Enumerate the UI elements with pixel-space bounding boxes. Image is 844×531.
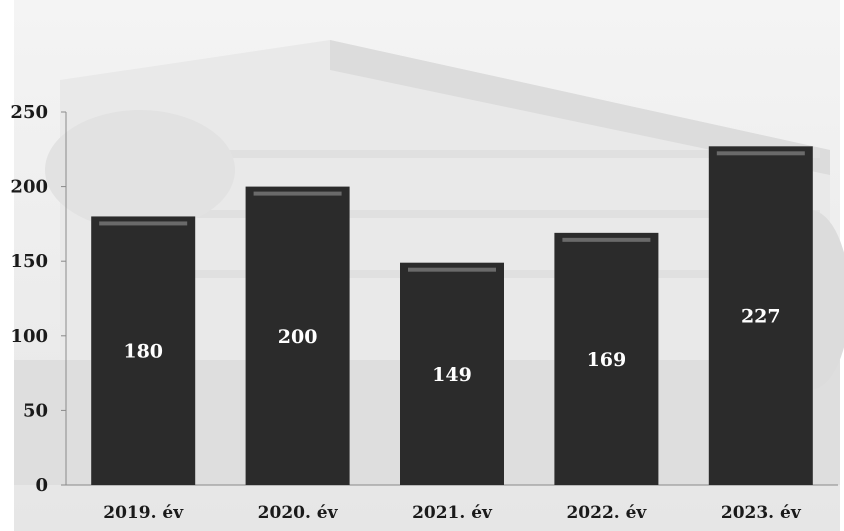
bar-value-label: 200	[278, 326, 318, 348]
bar	[554, 232, 659, 485]
bar-highlight	[716, 151, 805, 156]
category-label: 2019. év	[103, 503, 184, 523]
category-label: 2021. év	[412, 503, 493, 523]
bars: 180 200 149 169 227	[91, 146, 813, 486]
y-tick-label: 150	[10, 251, 48, 272]
bar	[708, 146, 813, 486]
bar-highlight	[562, 237, 651, 242]
y-axis-ticks: 0 50 100 150 200 250	[10, 102, 66, 496]
bar-value-label: 227	[741, 306, 781, 328]
bar-highlight	[99, 221, 188, 226]
category-label: 2020. év	[258, 503, 339, 523]
y-tick-label: 50	[23, 400, 48, 421]
bar-value-label: 149	[432, 364, 472, 386]
bar-highlight	[408, 267, 496, 272]
bar-highlight	[253, 191, 342, 196]
x-axis-labels: 2019. év 2020. év 2021. év 2022. év 2023. év	[103, 503, 802, 523]
y-tick-label: 250	[10, 102, 48, 123]
y-tick-label: 200	[10, 177, 48, 198]
bar	[91, 216, 196, 485]
y-tick-label: 0	[35, 475, 48, 496]
bar-value-label: 180	[123, 341, 163, 363]
y-tick-label: 100	[10, 326, 48, 347]
bar-value-label: 169	[587, 349, 627, 371]
bar	[245, 186, 350, 485]
category-label: 2023. év	[721, 503, 802, 523]
category-label: 2022. év	[566, 503, 647, 523]
bar	[400, 262, 504, 485]
